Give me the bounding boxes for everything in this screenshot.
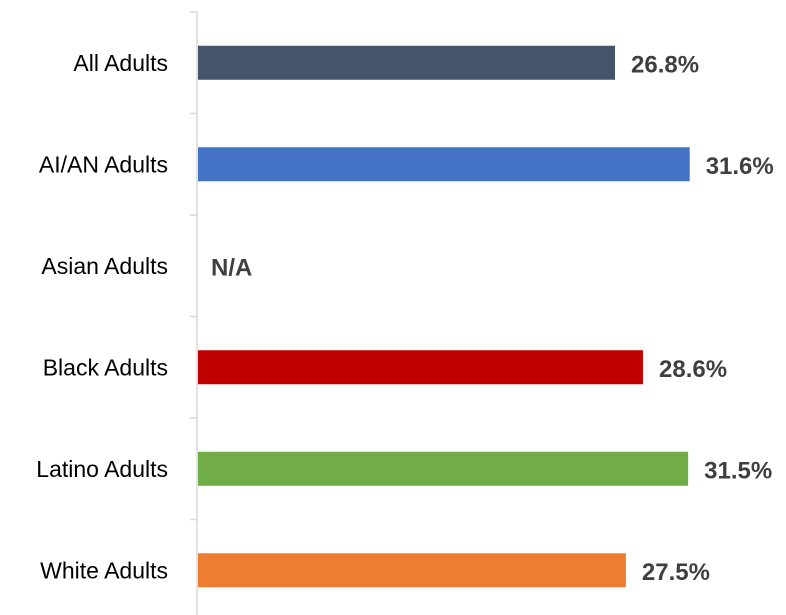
data-label-ai-an-adults: 31.6% (706, 153, 774, 180)
bar-all-adults (198, 45, 616, 80)
category-label-asian-adults: Asian Adults (41, 253, 168, 279)
data-label-all-adults: 26.8% (631, 51, 699, 78)
bar-ai-an-adults (198, 147, 690, 182)
bar-black-adults (198, 350, 644, 385)
category-labels: All Adults AI/AN Adults Asian Adults Black … (36, 50, 168, 584)
bars-group (198, 45, 690, 588)
data-label-asian-adults: N/A (211, 254, 252, 281)
data-labels: 26.8% 31.6% N/A 28.6% 31.5% 27.5% (211, 51, 774, 586)
data-label-white-adults: 27.5% (642, 559, 710, 586)
category-label-black-adults: Black Adults (43, 354, 168, 380)
data-label-black-adults: 28.6% (659, 356, 727, 383)
category-axis-ticks (190, 11, 197, 521)
bar-white-adults (198, 553, 626, 588)
category-label-latino-adults: Latino Adults (36, 456, 168, 482)
category-label-ai-an-adults: AI/AN Adults (39, 151, 168, 177)
category-label-all-adults: All Adults (73, 50, 168, 76)
bar-latino-adults (198, 451, 689, 486)
category-label-white-adults: White Adults (40, 557, 168, 583)
data-label-latino-adults: 31.5% (704, 457, 772, 484)
